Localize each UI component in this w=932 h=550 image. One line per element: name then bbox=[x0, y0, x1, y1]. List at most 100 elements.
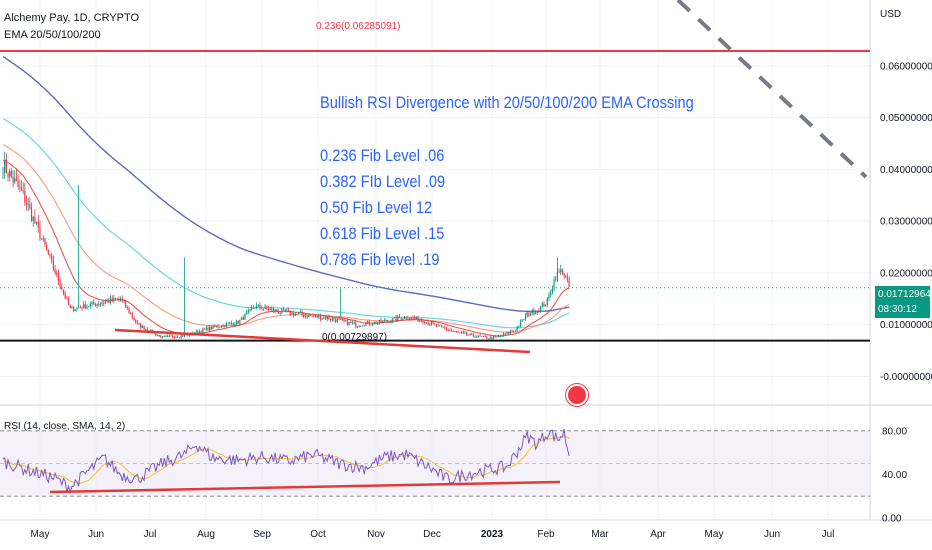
candle-body bbox=[19, 186, 21, 188]
candle-body bbox=[240, 317, 243, 320]
candle-body bbox=[444, 327, 446, 329]
candle-body bbox=[262, 308, 264, 310]
candle-body bbox=[424, 322, 426, 324]
candle-body bbox=[548, 294, 550, 299]
candle-body bbox=[469, 333, 471, 336]
candle-body bbox=[366, 321, 369, 324]
candle-body bbox=[508, 332, 510, 334]
candle-body bbox=[25, 202, 28, 205]
candle-body bbox=[288, 310, 290, 312]
candle-body bbox=[205, 327, 207, 330]
candle-body bbox=[439, 325, 441, 326]
candle-body bbox=[419, 320, 421, 322]
candle-body bbox=[83, 304, 85, 309]
candle-body bbox=[390, 321, 392, 323]
candle-body bbox=[44, 238, 46, 246]
candle-body bbox=[136, 322, 138, 324]
candle-body bbox=[276, 309, 278, 312]
candle-body bbox=[461, 332, 463, 334]
rsi-tick-label: 0.00 bbox=[882, 514, 902, 525]
candle-body bbox=[341, 319, 343, 320]
candle-body bbox=[155, 332, 157, 336]
candle-body bbox=[529, 313, 532, 316]
candle-body bbox=[141, 326, 144, 328]
candle-body bbox=[57, 273, 60, 282]
candle-body bbox=[293, 312, 295, 316]
candle-body bbox=[434, 323, 436, 325]
time-tick-label: Mar bbox=[591, 529, 609, 540]
ema-legend: EMA 20/50/100/200 bbox=[4, 29, 101, 41]
candle-body bbox=[51, 255, 53, 260]
candle-body bbox=[78, 307, 80, 309]
candle-body bbox=[561, 269, 564, 274]
candle-body bbox=[464, 332, 466, 334]
symbol-legend: Alchemy Pay, 1D, CRYPTO bbox=[4, 12, 140, 24]
time-tick-label: Aug bbox=[197, 529, 215, 540]
candle-body bbox=[9, 170, 11, 177]
candle-body bbox=[266, 306, 268, 309]
candle-body bbox=[477, 335, 480, 337]
candle-body bbox=[519, 321, 522, 327]
candle-body bbox=[173, 337, 175, 339]
candle-body bbox=[36, 222, 38, 224]
candle-body bbox=[447, 329, 449, 331]
candle-body bbox=[224, 324, 226, 327]
candle-body bbox=[309, 314, 312, 316]
candle-body bbox=[114, 297, 117, 300]
candle-body bbox=[49, 254, 51, 256]
candle-body bbox=[350, 321, 352, 324]
candle-body bbox=[145, 329, 147, 331]
candle-body bbox=[235, 320, 238, 325]
candle-body bbox=[98, 304, 100, 305]
candle-body bbox=[108, 300, 110, 303]
candle-body bbox=[272, 308, 275, 312]
candle-body bbox=[291, 312, 293, 315]
candle-body bbox=[131, 313, 133, 318]
candle-body bbox=[257, 305, 259, 306]
candle-body bbox=[197, 331, 199, 334]
candle-body bbox=[120, 298, 122, 300]
candle-body bbox=[227, 323, 229, 325]
candle-body bbox=[360, 325, 362, 327]
rsi-ma-line bbox=[2, 435, 570, 485]
candle-body bbox=[462, 332, 464, 334]
candle-body bbox=[430, 322, 432, 325]
candle-body bbox=[304, 315, 306, 317]
candle-body bbox=[323, 317, 325, 319]
candle-body bbox=[15, 178, 18, 181]
candle-body bbox=[328, 317, 330, 320]
candle-body bbox=[509, 331, 511, 334]
candle-body bbox=[385, 320, 387, 322]
candle-body bbox=[363, 325, 365, 327]
ema-line bbox=[2, 55, 570, 313]
candle-body bbox=[380, 320, 382, 323]
candle-body bbox=[299, 312, 301, 314]
candle-body bbox=[219, 327, 221, 328]
candle-body bbox=[435, 324, 438, 327]
time-tick-label: Jul bbox=[822, 529, 835, 540]
candle-body bbox=[14, 178, 16, 183]
news-icon[interactable] bbox=[566, 384, 588, 406]
candle-body bbox=[103, 303, 105, 304]
candle-body bbox=[254, 307, 256, 309]
candle-body bbox=[417, 316, 419, 322]
candle-body bbox=[180, 335, 182, 338]
candle-body bbox=[183, 334, 186, 337]
candle-body bbox=[89, 304, 91, 307]
candle-body bbox=[79, 307, 81, 309]
candle-body bbox=[355, 322, 357, 327]
candle-body bbox=[247, 310, 249, 313]
candle-body bbox=[289, 310, 291, 315]
candle-body bbox=[387, 321, 389, 322]
candle-body bbox=[452, 330, 454, 332]
candle-body bbox=[333, 318, 335, 320]
candle-body bbox=[518, 326, 520, 328]
annotation-title: Bullish RSI Divergence with 20/50/100/20… bbox=[320, 93, 694, 112]
candle-body bbox=[279, 312, 281, 314]
candle-body bbox=[143, 326, 145, 330]
candle-body bbox=[415, 316, 417, 319]
candle-body bbox=[393, 317, 396, 319]
candle-body bbox=[86, 306, 88, 309]
candle-body bbox=[560, 269, 562, 273]
